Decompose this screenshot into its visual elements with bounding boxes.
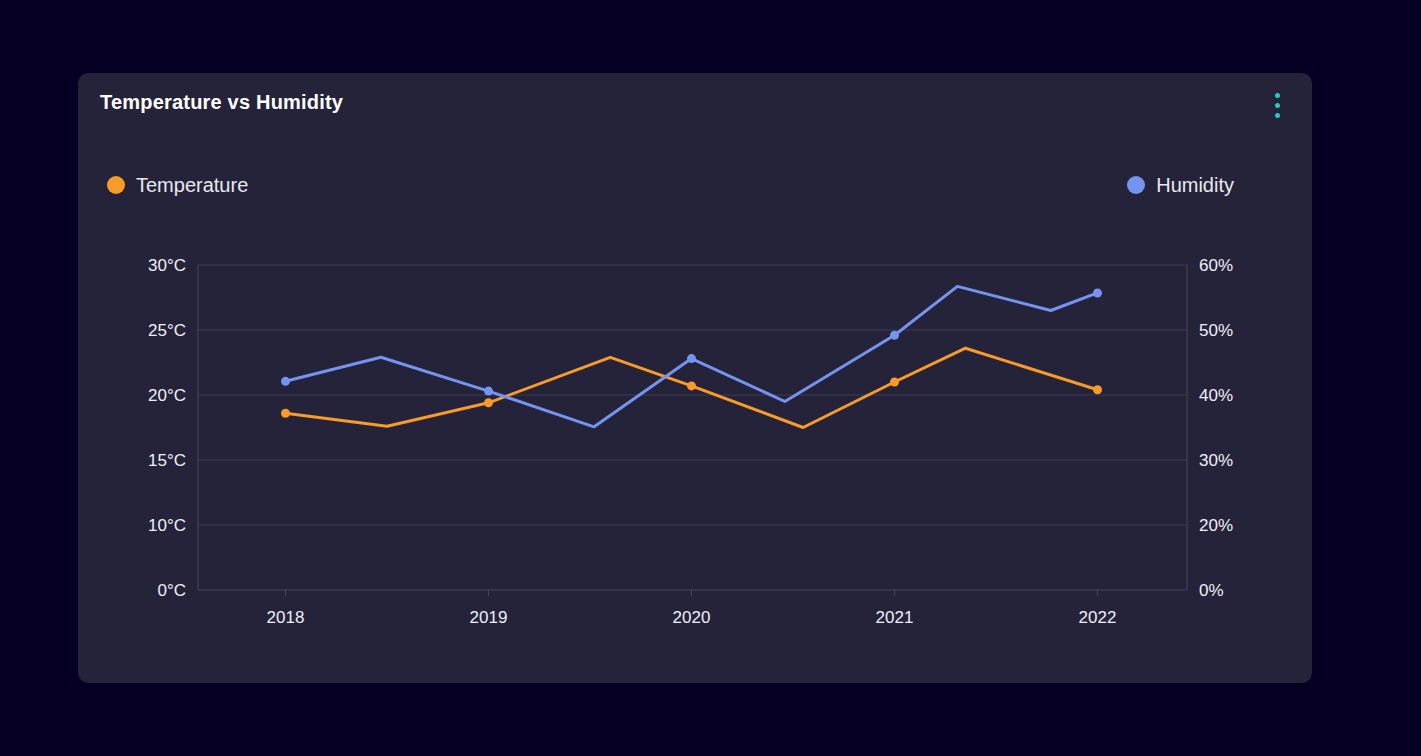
x-axis-label: 2020 xyxy=(673,608,711,627)
right-axis-label: 0% xyxy=(1199,581,1224,600)
temperature-data-point[interactable] xyxy=(484,398,493,407)
right-axis-label: 50% xyxy=(1199,321,1233,340)
left-axis-label: 15°C xyxy=(148,451,186,470)
x-axis-label: 2019 xyxy=(470,608,508,627)
humidity-data-point[interactable] xyxy=(890,331,899,340)
humidity-data-point[interactable] xyxy=(484,387,493,396)
left-axis-label: 0°C xyxy=(157,581,186,600)
page-background: Temperature vs Humidity Temperature Humi… xyxy=(0,0,1421,756)
right-axis-label: 60% xyxy=(1199,256,1233,275)
temperature-data-point[interactable] xyxy=(890,378,899,387)
humidity-data-point[interactable] xyxy=(281,377,290,386)
right-axis-label: 30% xyxy=(1199,451,1233,470)
right-axis-label: 40% xyxy=(1199,386,1233,405)
humidity-data-point[interactable] xyxy=(1093,288,1102,297)
x-axis-label: 2022 xyxy=(1079,608,1117,627)
left-axis-label: 10°C xyxy=(148,516,186,535)
chart-card: Temperature vs Humidity Temperature Humi… xyxy=(78,73,1312,683)
left-axis-label: 30°C xyxy=(148,256,186,275)
temperature-humidity-line-chart[interactable]: 2018 2019 2020 2021 2022 30°C 25°C 20°C 15°C 10°C… xyxy=(78,73,1312,683)
x-axis-label: 2018 xyxy=(267,608,305,627)
temperature-data-point[interactable] xyxy=(281,409,290,418)
temperature-data-point[interactable] xyxy=(687,381,696,390)
humidity-data-point[interactable] xyxy=(687,354,696,363)
right-axis-label: 20% xyxy=(1199,516,1233,535)
left-axis-label: 20°C xyxy=(148,386,186,405)
x-axis-label: 2021 xyxy=(876,608,914,627)
left-axis-label: 25°C xyxy=(148,321,186,340)
temperature-data-point[interactable] xyxy=(1093,385,1102,394)
